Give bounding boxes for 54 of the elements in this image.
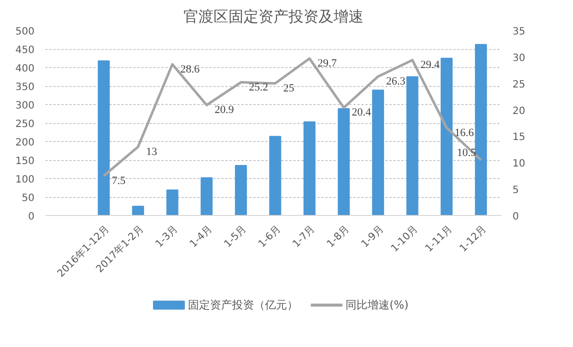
legend-label: 固定资产投资（亿元）: [188, 298, 298, 312]
bar: [338, 108, 350, 216]
x-tick-label: 1-9月: [360, 224, 386, 250]
data-label: 20.9: [214, 104, 234, 116]
bar: [98, 60, 110, 216]
y2-tick-label: 25: [512, 79, 526, 90]
x-tick-label: 1-7月: [290, 224, 318, 250]
x-tick-label: 1-3月: [154, 224, 180, 250]
line-series: [102, 57, 482, 178]
bar: [372, 90, 384, 216]
data-label: 29.4: [420, 59, 440, 72]
data-label: 26.3: [386, 75, 406, 88]
x-tick-label: 1-6月: [256, 224, 284, 250]
data-label: 25: [283, 82, 295, 94]
data-label: 13: [146, 146, 158, 158]
data-label: 7.5: [112, 174, 126, 187]
bar: [406, 76, 418, 216]
y-tick-label: 150: [15, 156, 35, 167]
bar: [200, 177, 213, 216]
data-label: 28.6: [180, 63, 200, 76]
bar: [234, 165, 247, 216]
y-tick-label: 0: [28, 212, 35, 222]
y2-tick-label: 30: [512, 52, 526, 64]
data-label: 20.4: [352, 106, 372, 119]
data-label: 29.7: [318, 58, 338, 70]
y-tick-label: 450: [15, 45, 35, 56]
y2-tick-label: 15: [512, 132, 526, 144]
y2-tick-label: 20: [512, 106, 526, 117]
bar: [440, 58, 453, 216]
bar: [474, 44, 487, 216]
y-tick-label: 100: [15, 174, 35, 186]
y-tick-label: 200: [15, 138, 35, 148]
data-label: 16.6: [454, 126, 474, 139]
y2-tick-label: 35: [512, 26, 526, 38]
y-tick-label: 400: [15, 64, 35, 74]
bar: [132, 206, 144, 216]
data-label: 10.5: [456, 147, 477, 159]
x-tick-label: 1-8月: [325, 224, 352, 250]
y-tick-label: 350: [15, 82, 35, 93]
data-label: 25.2: [248, 81, 268, 94]
y-tick-label: 250: [15, 119, 35, 130]
bar: [166, 189, 178, 216]
chart-title: 官渡区固定资产投资及增速: [184, 8, 364, 26]
y-tick-label: 500: [15, 26, 35, 38]
x-tick-label: 1-4月: [188, 224, 215, 250]
bar: [269, 136, 282, 216]
legend-label: 同比增速(%): [346, 298, 409, 312]
y2-tick-label: 5: [512, 185, 519, 196]
y-tick-label: 50: [22, 193, 35, 204]
y2-tick-label: 0: [512, 212, 519, 222]
y2-tick-label: 10: [512, 158, 526, 170]
y-tick-label: 300: [15, 100, 35, 112]
bar: [304, 121, 316, 216]
x-tick-label: 1-5月: [222, 224, 249, 250]
